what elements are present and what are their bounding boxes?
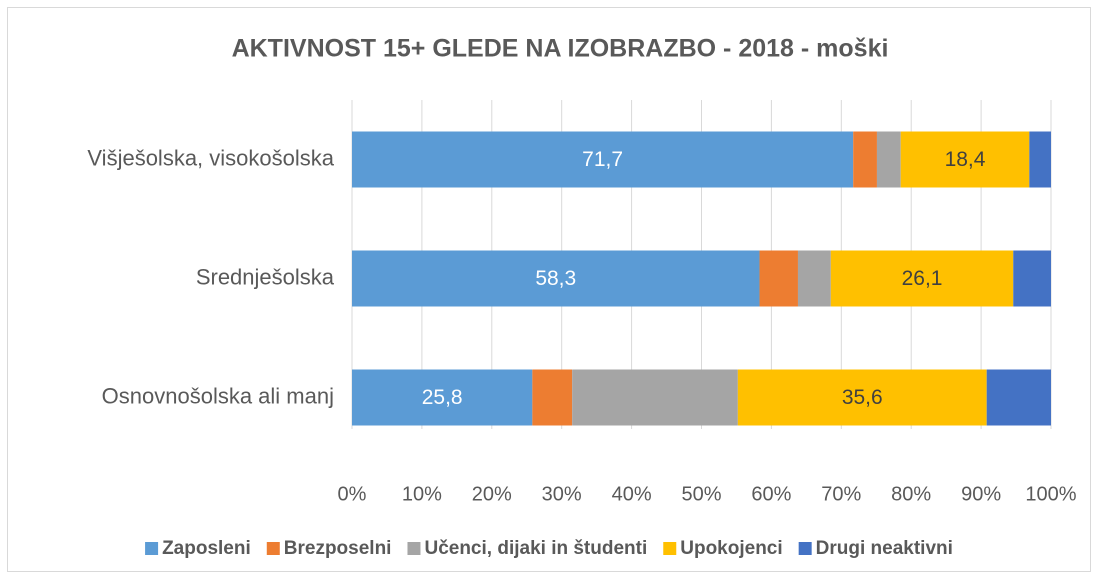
legend-swatch — [663, 542, 677, 555]
bar-segment — [532, 369, 573, 426]
bar-segment — [1013, 250, 1051, 307]
legend-label: Učenci, dijaki in študenti — [424, 538, 647, 559]
bar-segment — [572, 369, 738, 426]
x-tick-label: 90% — [961, 483, 1001, 505]
x-tick-label: 10% — [402, 483, 442, 505]
data-label: 35,6 — [842, 386, 883, 409]
legend-label: Zaposleni — [162, 538, 251, 559]
y-tick-label: Srednješolska — [196, 264, 335, 289]
bar-segment — [352, 250, 760, 307]
legend-swatch — [798, 542, 812, 555]
x-tick-label: 100% — [1025, 483, 1076, 505]
bar-segment — [759, 250, 798, 307]
x-tick-label: 70% — [821, 483, 861, 505]
legend-label: Brezposelni — [284, 538, 392, 559]
bar-segment — [352, 131, 854, 188]
legend-swatch — [266, 542, 280, 555]
bar-segment — [352, 369, 533, 426]
x-tick-label: 60% — [751, 483, 791, 505]
legend-label: Drugi neaktivni — [816, 538, 953, 559]
data-label: 71,7 — [582, 148, 623, 171]
legend-swatch — [145, 542, 159, 555]
data-label: 26,1 — [902, 267, 943, 290]
x-tick-label: 80% — [891, 483, 931, 505]
x-tick-label: 40% — [612, 483, 652, 505]
bar-segment — [737, 369, 987, 426]
y-tick-label: Osnovnošolska ali manj — [102, 383, 334, 408]
data-label: 58,3 — [535, 267, 576, 290]
legend-label: Upokojenci — [680, 538, 782, 559]
y-tick-label: Višješolska, visokošolska — [87, 145, 334, 170]
legend-swatch — [407, 542, 421, 555]
x-tick-label: 50% — [681, 483, 721, 505]
x-tick-label: 20% — [472, 483, 512, 505]
bar-segment — [830, 250, 1014, 307]
bar-segment — [797, 250, 831, 307]
bar-segment — [876, 131, 901, 188]
bar-segment — [853, 131, 877, 188]
bar-segment — [1029, 131, 1051, 188]
bar-segment — [986, 369, 1051, 426]
data-label: 18,4 — [945, 148, 986, 171]
bar-segment — [900, 131, 1030, 188]
x-tick-label: 0% — [338, 483, 367, 505]
x-tick-label: 30% — [542, 483, 582, 505]
chart-title: AKTIVNOST 15+ GLEDE NA IZOBRAZBO - 2018 … — [232, 35, 889, 63]
data-label: 25,8 — [422, 386, 463, 409]
